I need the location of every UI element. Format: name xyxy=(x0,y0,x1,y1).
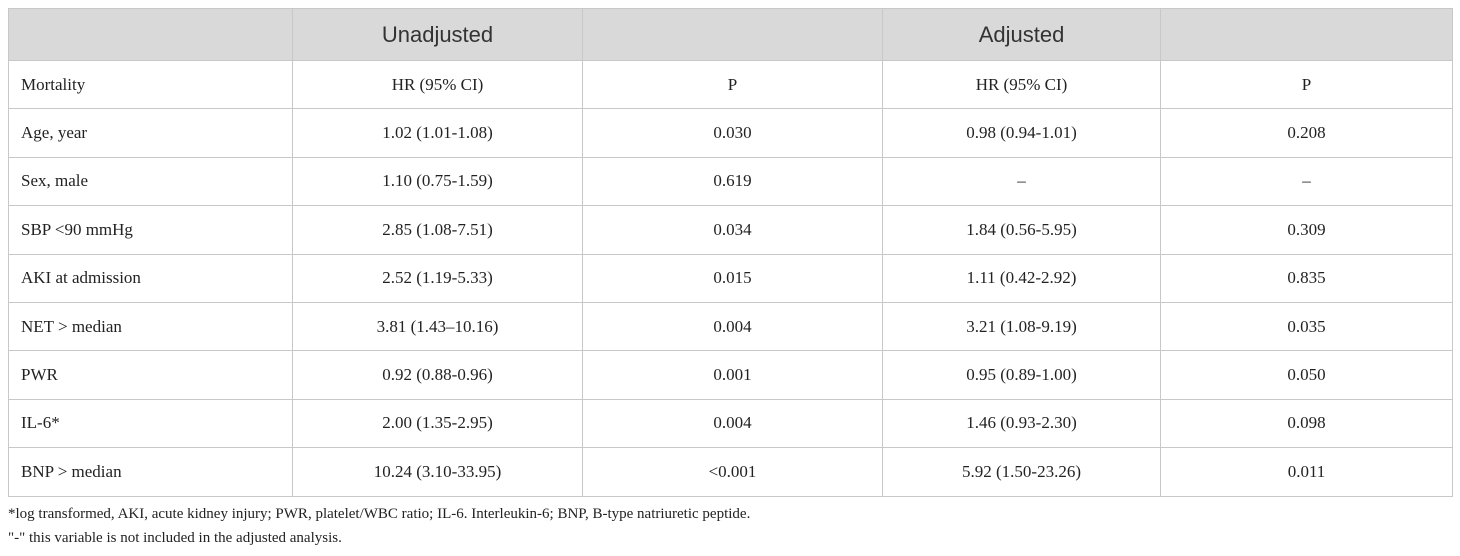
table-row: BNP > median 10.24 (3.10-33.95) <0.001 5.92… xyxy=(8,447,1453,497)
cell-variable: Mortality xyxy=(8,59,293,110)
cell-adjusted-hr: 3.21 (1.08-9.19) xyxy=(882,301,1161,352)
table-container: Unadjusted Adjusted Mortality HR (95% CI)… xyxy=(8,8,1453,497)
cell-unadjusted-p: P xyxy=(582,59,883,110)
cell-adjusted-hr: 1.11 (0.42-2.92) xyxy=(882,253,1161,303)
table-body: Mortality HR (95% CI) P HR (95% CI) P Age, ye… xyxy=(8,59,1453,497)
cell-unadjusted-hr: 2.52 (1.19-5.33) xyxy=(292,253,583,303)
cell-unadjusted-p: 0.030 xyxy=(582,108,883,158)
cell-adjusted-hr: – xyxy=(882,156,1161,207)
cell-adjusted-p: 0.208 xyxy=(1160,108,1453,158)
cell-adjusted-hr: 0.98 (0.94-1.01) xyxy=(882,108,1161,158)
cell-adjusted-hr: HR (95% CI) xyxy=(882,59,1161,110)
header-cell-blank-4 xyxy=(1160,8,1453,61)
cell-adjusted-hr: 0.95 (0.89-1.00) xyxy=(882,350,1161,400)
cell-adjusted-hr: 1.84 (0.56-5.95) xyxy=(882,205,1161,255)
cell-adjusted-p: 0.035 xyxy=(1160,301,1453,352)
subheader-row: Mortality HR (95% CI) P HR (95% CI) P xyxy=(8,59,1453,110)
cell-variable: NET > median xyxy=(8,301,293,352)
cell-adjusted-p: P xyxy=(1160,59,1453,110)
header-cell-adjusted: Adjusted xyxy=(882,8,1161,61)
cell-variable: SBP <90 mmHg xyxy=(8,205,293,255)
footnote-abbreviations: *log transformed, AKI, acute kidney inju… xyxy=(8,506,751,522)
header-cell-blank-2 xyxy=(582,8,883,61)
cell-variable: Age, year xyxy=(8,108,293,158)
table-row: Age, year 1.02 (1.01-1.08) 0.030 0.98 (0.94… xyxy=(8,108,1453,158)
cell-unadjusted-p: 0.004 xyxy=(582,398,883,449)
table-row: AKI at admission 2.52 (1.19-5.33) 0.015 1.1… xyxy=(8,253,1453,303)
cell-adjusted-p: 0.011 xyxy=(1160,447,1453,497)
cell-variable: PWR xyxy=(8,350,293,400)
cell-variable: BNP > median xyxy=(8,447,293,497)
cell-unadjusted-hr: 10.24 (3.10-33.95) xyxy=(292,447,583,497)
group-header-row: Unadjusted Adjusted xyxy=(8,8,1453,61)
cell-adjusted-hr: 1.46 (0.93-2.30) xyxy=(882,398,1161,449)
cell-adjusted-p: 0.309 xyxy=(1160,205,1453,255)
cell-variable: IL-6* xyxy=(8,398,293,449)
table-row: PWR 0.92 (0.88-0.96) 0.001 0.95 (0.89-1.00)… xyxy=(8,350,1453,400)
hazard-ratio-table: Unadjusted Adjusted Mortality HR (95% CI)… xyxy=(8,8,1453,497)
cell-unadjusted-p: 0.001 xyxy=(582,350,883,400)
cell-unadjusted-hr: 0.92 (0.88-0.96) xyxy=(292,350,583,400)
header-cell-blank xyxy=(8,8,293,61)
cell-adjusted-p: 0.050 xyxy=(1160,350,1453,400)
cell-unadjusted-hr: 2.85 (1.08-7.51) xyxy=(292,205,583,255)
cell-unadjusted-p: <0.001 xyxy=(582,447,883,497)
cell-unadjusted-hr: HR (95% CI) xyxy=(292,59,583,110)
cell-unadjusted-hr: 3.81 (1.43–10.16) xyxy=(292,301,583,352)
cell-unadjusted-p: 0.619 xyxy=(582,156,883,207)
footnote-dash: "-" this variable is not included in the… xyxy=(8,530,342,546)
table-header: Unadjusted Adjusted xyxy=(8,8,1453,61)
cell-adjusted-p: 0.835 xyxy=(1160,253,1453,303)
cell-adjusted-p: 0.098 xyxy=(1160,398,1453,449)
cell-adjusted-p: – xyxy=(1160,156,1453,207)
cell-variable: Sex, male xyxy=(8,156,293,207)
header-cell-unadjusted: Unadjusted xyxy=(292,8,583,61)
cell-unadjusted-p: 0.004 xyxy=(582,301,883,352)
footnotes: *log transformed, AKI, acute kidney inju… xyxy=(8,502,750,550)
cell-unadjusted-hr: 1.10 (0.75-1.59) xyxy=(292,156,583,207)
cell-unadjusted-p: 0.034 xyxy=(582,205,883,255)
table-row: IL-6* 2.00 (1.35-2.95) 0.004 1.46 (0.93-2.3… xyxy=(8,398,1453,449)
cell-unadjusted-hr: 1.02 (1.01-1.08) xyxy=(292,108,583,158)
table-row: Sex, male 1.10 (0.75-1.59) 0.619– – xyxy=(8,156,1453,207)
cell-unadjusted-hr: 2.00 (1.35-2.95) xyxy=(292,398,583,449)
cell-unadjusted-p: 0.015 xyxy=(582,253,883,303)
table-row: NET > median 3.81 (1.43–10.16) 0.004 3.21 (… xyxy=(8,301,1453,352)
cell-adjusted-hr: 5.92 (1.50-23.26) xyxy=(882,447,1161,497)
table-row: SBP <90 mmHg 2.85 (1.08-7.51) 0.034 1.84 (0… xyxy=(8,205,1453,255)
cell-variable: AKI at admission xyxy=(8,253,293,303)
